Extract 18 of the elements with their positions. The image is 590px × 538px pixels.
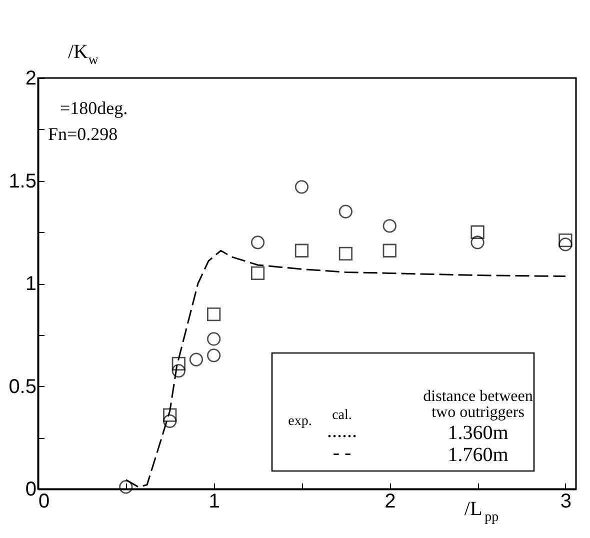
annotation: 1.760m	[448, 444, 509, 466]
y-tick-label: 1	[25, 273, 36, 295]
annotation: two outriggers	[432, 404, 524, 421]
x-tick-label: 2	[384, 490, 396, 512]
annotation: - -	[332, 442, 352, 464]
annotation: exp.	[288, 414, 312, 429]
annotation: cal.	[332, 408, 352, 423]
y-tick-label: 1.5	[8, 170, 36, 192]
annotation: =180deg.	[60, 98, 128, 118]
x-tick-label: 3	[560, 490, 572, 512]
y-tick-label: 2	[25, 68, 36, 90]
annotation: distance between	[423, 388, 533, 405]
x-tick-label: 1	[208, 490, 220, 512]
annotation: 1.360m	[448, 422, 509, 444]
x-tick-label: 0	[38, 490, 50, 512]
annotation: ......	[327, 420, 357, 442]
y-tick-label: 0.5	[8, 376, 36, 398]
annotation: Fn=0.298	[48, 124, 118, 144]
